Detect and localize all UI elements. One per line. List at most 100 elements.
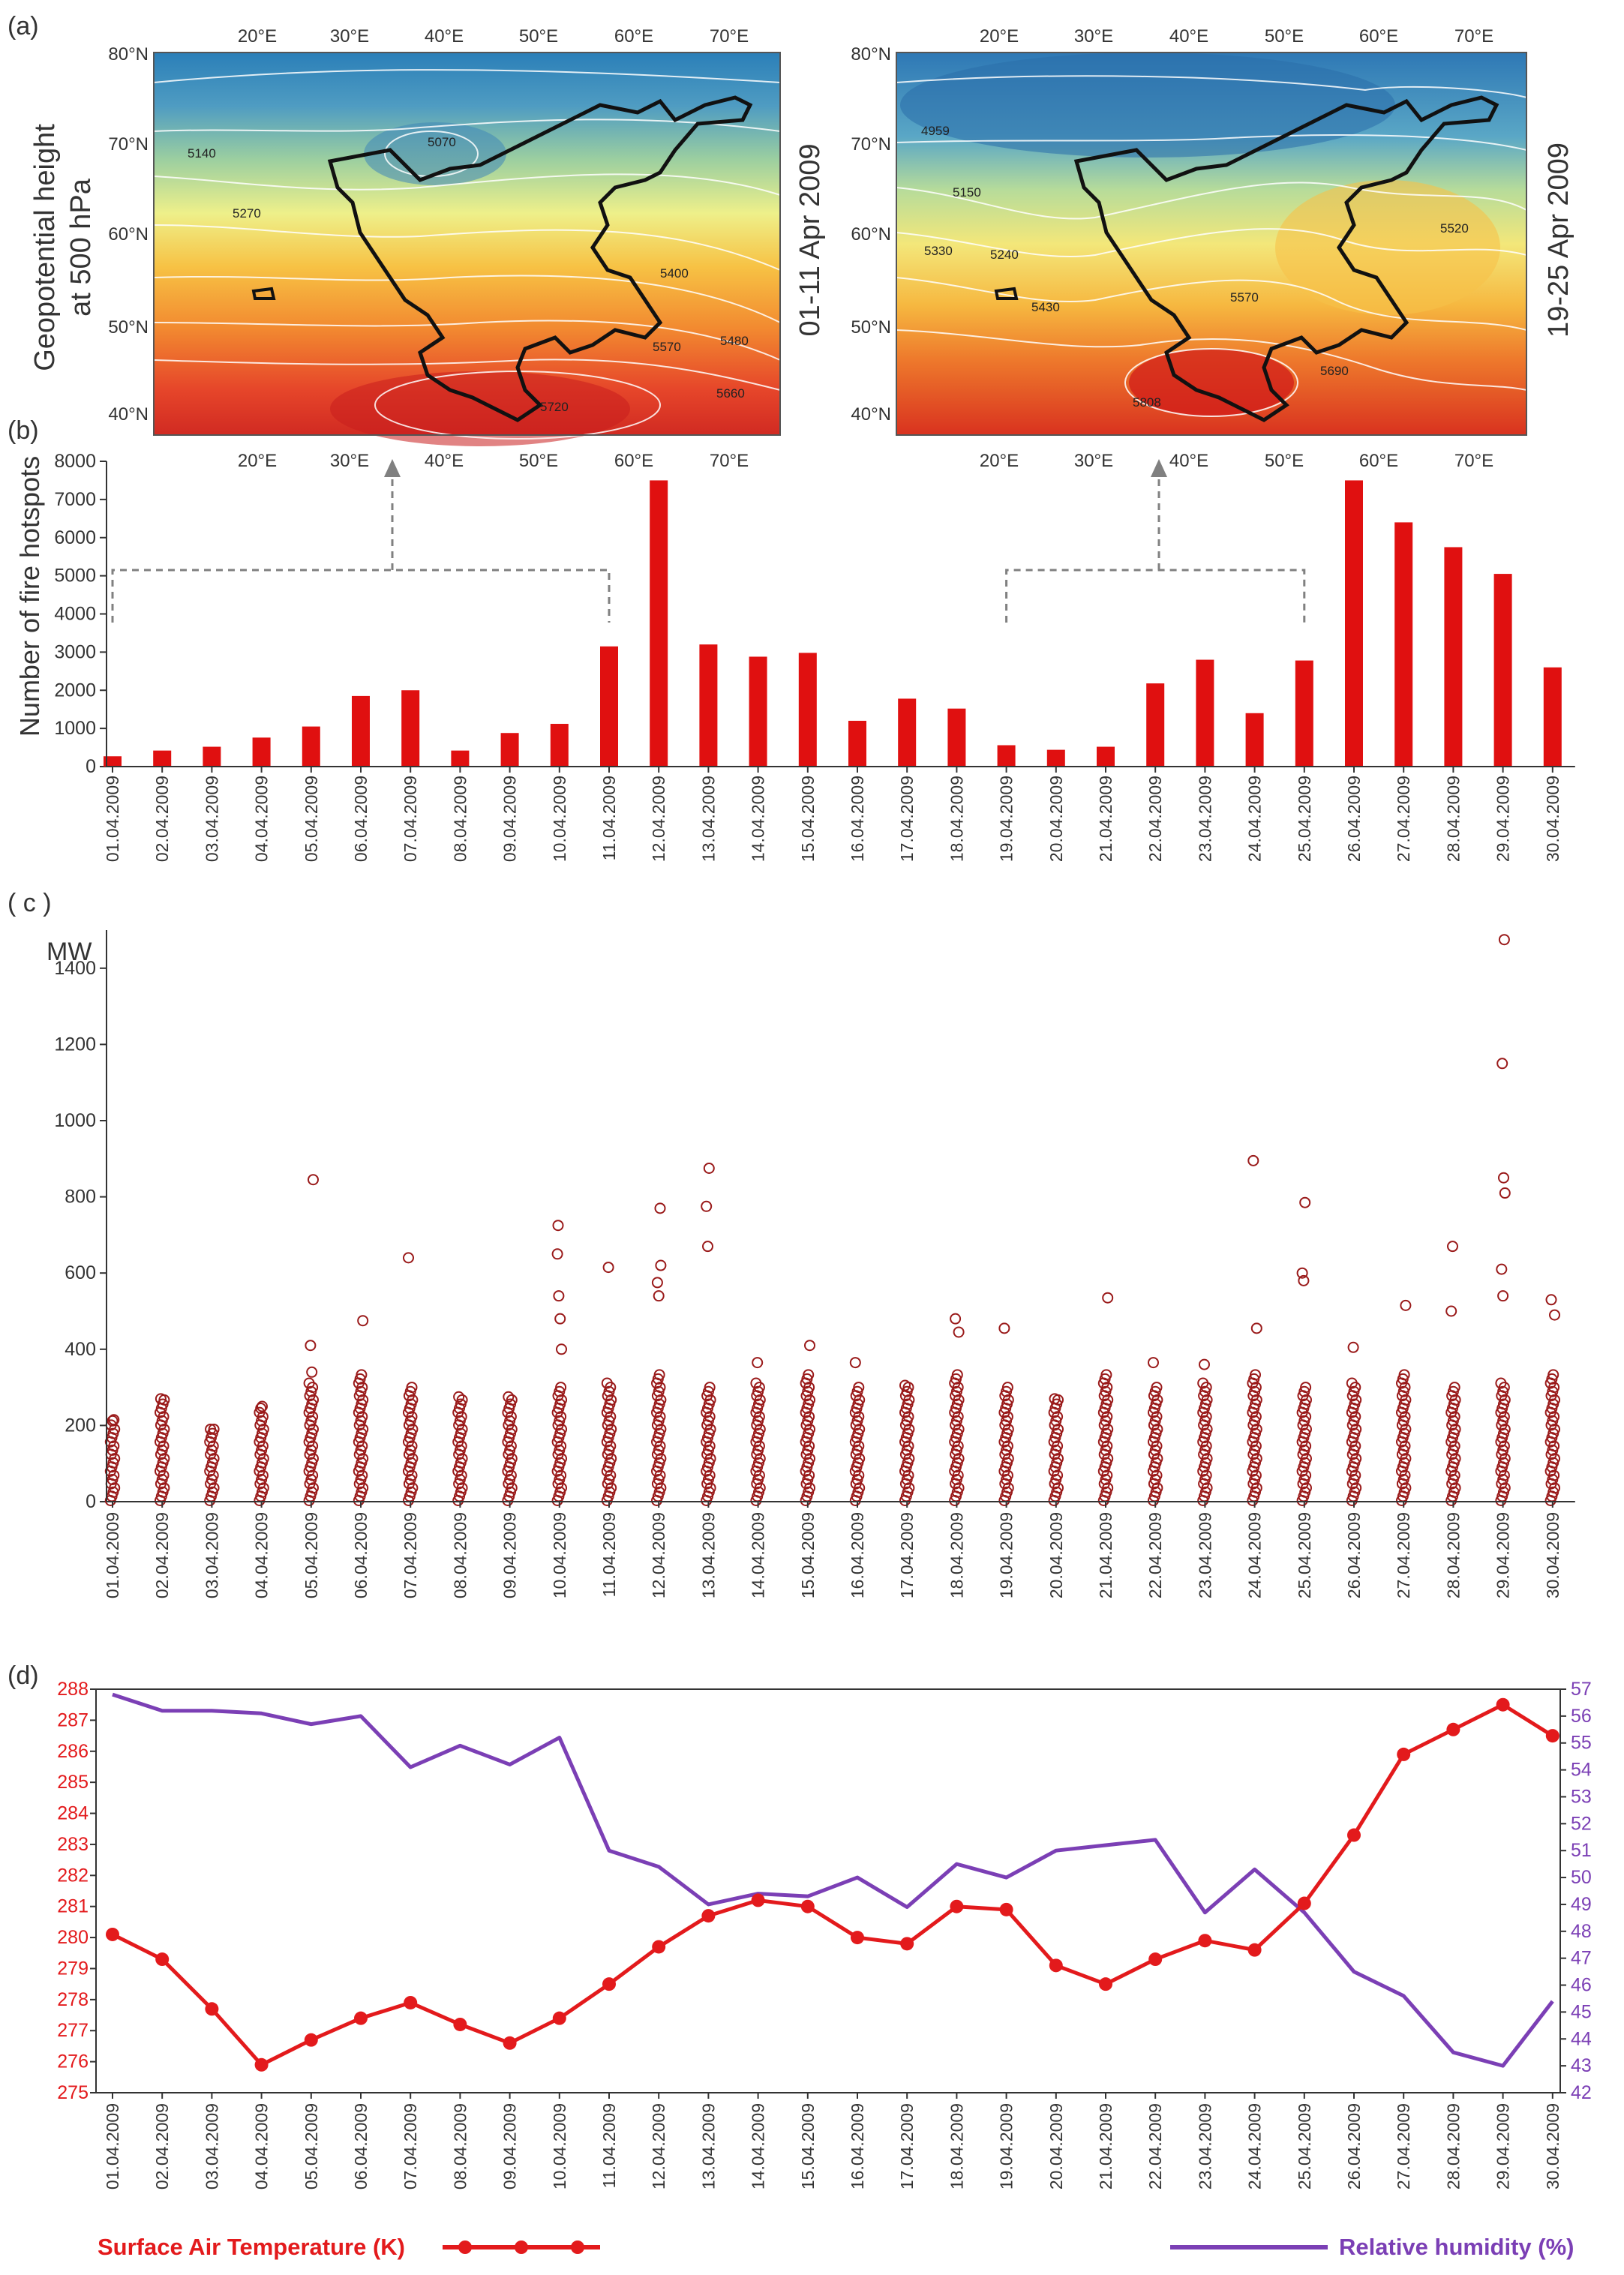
panel-d-right-tick-label: 55	[1571, 1733, 1592, 1754]
fire-hotspot-bar	[153, 750, 172, 767]
panel-c-y-tick-label: 200	[65, 1415, 96, 1436]
period-arrow-head	[384, 459, 401, 477]
panel-c-x-label: 22.04.2009	[1145, 1512, 1165, 1598]
frp-point	[303, 1377, 315, 1389]
panel-d-right-tick-label: 47	[1571, 1948, 1592, 1969]
temp-point	[950, 1899, 964, 1913]
panel-b-axes	[106, 461, 1575, 773]
panel-d-x-label: 13.04.2009	[698, 2103, 718, 2189]
map-2-lon-bottom-70: 70°E	[1454, 451, 1493, 471]
panel-b-x-label: 22.04.2009	[1145, 776, 1165, 862]
panel-c-x-label: 30.04.2009	[1543, 1512, 1562, 1598]
panel-d-x-label: 05.04.2009	[302, 2103, 321, 2189]
rh-line	[112, 1692, 1554, 2068]
panel-d-x-label: 28.04.2009	[1443, 2103, 1463, 2189]
panel-c-y-tick-label: 1000	[54, 1110, 96, 1131]
frp-point	[1001, 1382, 1013, 1394]
panel-c-y-tick-label: 800	[65, 1187, 96, 1208]
frp-point	[853, 1382, 865, 1394]
frp-point	[1347, 1341, 1359, 1353]
panel-c-x-label: 15.04.2009	[798, 1512, 818, 1598]
frp-point	[899, 1379, 911, 1391]
frp-point	[552, 1220, 564, 1232]
frp-point	[306, 1366, 318, 1378]
map-2-lon-bottom-40: 40°E	[1169, 451, 1208, 471]
temp-point	[851, 1931, 864, 1945]
fire-hotspot-bar	[1245, 713, 1264, 767]
temp-point	[1545, 1729, 1559, 1743]
panel-b-x-label: 16.04.2009	[848, 776, 867, 862]
legend-temp-marker-3	[571, 2240, 584, 2254]
legend: Surface Air Temperature (K) Relative hum…	[98, 2234, 1574, 2260]
temp-point	[751, 1893, 765, 1907]
temp-point	[205, 2002, 219, 2016]
frp-point	[1298, 1274, 1310, 1286]
map-1-contour-label-5400: 5400	[660, 266, 689, 281]
panel-d-x-label: 06.04.2009	[351, 2103, 371, 2189]
panel-b-y-tick-label: 3000	[54, 641, 96, 662]
map-1-contour-label-5720: 5720	[540, 400, 569, 414]
panel-b-x-label: 09.04.2009	[500, 776, 520, 862]
panel-d-x-label: 20.04.2009	[1046, 2103, 1066, 2189]
map-1-contour-label-5140: 5140	[188, 146, 216, 161]
map-2-lon-bottom-30: 30°E	[1074, 451, 1113, 471]
legend-rh-label: Relative humidity (%)	[1339, 2234, 1574, 2260]
panel-d-right-tick-label: 45	[1571, 2001, 1592, 2022]
frp-point	[702, 1241, 713, 1253]
map-1-lon-top-40: 40°E	[425, 26, 464, 47]
panel-c-x-label: 09.04.2009	[500, 1512, 520, 1598]
frp-point	[704, 1382, 716, 1394]
temp-point	[1049, 1958, 1063, 1973]
frp-point	[849, 1357, 861, 1369]
panel-d-x-label: 07.04.2009	[401, 2103, 420, 2189]
panel-b-y-tick-label: 2000	[54, 680, 96, 701]
panel-d-left-y-axis: 275 276 277 278 279 280 281 282 283 284 285 286 287 2…	[57, 1679, 96, 2103]
frp-point	[1250, 1369, 1261, 1381]
panel-b-x-label: 29.04.2009	[1493, 776, 1513, 862]
panel-d-x-label: 24.04.2009	[1245, 2103, 1265, 2189]
panel-d-left-tick-label: 287	[57, 1709, 89, 1730]
map-1-lon-bottom-70: 70°E	[710, 451, 749, 471]
panel-d-axes	[95, 1688, 1561, 2099]
panel-d-x-label: 18.04.2009	[947, 2103, 966, 2189]
panel-c-x-label: 25.04.2009	[1295, 1512, 1314, 1598]
temp-point	[155, 1952, 170, 1967]
frp-point	[208, 1423, 220, 1435]
panel-b-x-label: 02.04.2009	[152, 776, 172, 862]
frp-point	[701, 1200, 713, 1212]
fire-hotspot-bar	[104, 756, 122, 767]
panel-b-y-tick-label: 5000	[54, 566, 96, 587]
panel-c-x-label: 29.04.2009	[1493, 1512, 1513, 1598]
panel-d-left-tick-label: 280	[57, 1927, 89, 1948]
map-1-lat-50: 50°N	[108, 317, 149, 338]
map-1-contours	[153, 69, 781, 440]
frp-point	[1398, 1369, 1410, 1381]
panel-d-right-tick-label: 43	[1571, 2055, 1592, 2076]
temp-point	[652, 1940, 666, 1954]
temp-point	[552, 2011, 566, 2025]
fire-hotspot-bar	[451, 750, 470, 767]
panel-b-bars	[104, 480, 1562, 767]
fire-hotspot-bar	[252, 737, 271, 767]
panel-c-y-tick-label: 0	[86, 1491, 96, 1512]
map-2-lon-ticks-top: 20°E 30°E 40°E 50°E 60°E 70°E	[980, 26, 1493, 47]
fire-hotspot-bar	[898, 698, 917, 767]
panel-c-x-label: 21.04.2009	[1096, 1512, 1115, 1598]
map-2-lon-top-50: 50°E	[1265, 26, 1304, 47]
panel-d-x-label: 09.04.2009	[500, 2103, 520, 2189]
panel-d-x-label: 22.04.2009	[1145, 2103, 1165, 2189]
map-1-contour-label-5270: 5270	[233, 206, 261, 221]
temp-line	[111, 1703, 1554, 2067]
panel-c-axes	[106, 930, 1575, 1508]
frp-point	[107, 1415, 119, 1427]
panel-c-x-label: 05.04.2009	[302, 1512, 321, 1598]
map-2-frame	[896, 52, 1527, 436]
fire-hotspot-bar	[600, 646, 618, 767]
panel-c-x-label: 04.04.2009	[252, 1512, 272, 1598]
fire-hotspot-bar	[550, 724, 569, 767]
map-1-lon-bottom-60: 60°E	[614, 451, 653, 471]
panel-b-x-label: 15.04.2009	[798, 776, 818, 862]
panel-d-x-label: 14.04.2009	[749, 2103, 768, 2189]
panel-b-label: (b)	[8, 416, 39, 445]
